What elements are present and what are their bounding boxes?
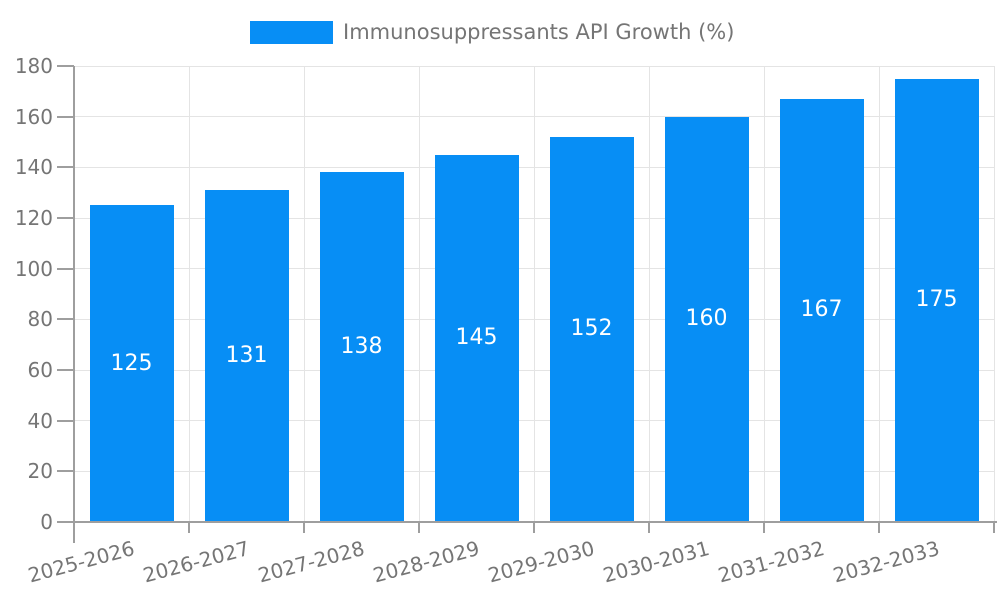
x-axis-tick (993, 522, 995, 533)
x-axis-tick-label: 2028-2029 (370, 536, 483, 588)
legend-swatch (250, 20, 333, 44)
y-axis-tick (57, 217, 74, 219)
x-axis-tick-label: 2025-2026 (25, 536, 138, 588)
bar (894, 78, 979, 522)
bar (319, 172, 404, 522)
x-gridline (418, 66, 420, 522)
bar (779, 98, 864, 522)
y-axis-line (73, 66, 75, 543)
x-gridline (763, 66, 765, 522)
x-axis-tick-label: 2031-2032 (715, 536, 828, 588)
bar-value-label: 152 (570, 316, 613, 342)
x-axis-tick-label: 2029-2030 (485, 536, 598, 588)
bar (204, 190, 289, 522)
x-axis-tick (188, 522, 190, 533)
y-axis-tick (57, 65, 74, 67)
bar-value-label: 175 (915, 287, 958, 313)
y-axis-tick (57, 521, 74, 523)
bar (434, 154, 519, 522)
bar (664, 116, 749, 522)
x-gridline (188, 66, 190, 522)
y-axis-tick-label: 20 (27, 459, 53, 484)
x-axis-tick-label: 2027-2028 (255, 536, 368, 588)
bar-value-label: 125 (110, 350, 153, 376)
bar-value-label: 131 (225, 343, 268, 369)
x-axis-tick (303, 522, 305, 533)
x-axis-line (74, 521, 997, 523)
y-axis-tick-label: 100 (14, 256, 53, 281)
y-axis-tick-label: 60 (27, 358, 53, 382)
legend-item[interactable]: Immunosuppressants API Growth (%) (250, 20, 734, 44)
x-axis-tick-label: 2026-2027 (140, 536, 253, 588)
x-gridline (648, 66, 650, 522)
y-axis-tick (57, 267, 74, 270)
x-gridline (878, 66, 880, 522)
y-axis-tick (57, 470, 74, 473)
x-axis-tick (418, 522, 420, 533)
x-axis-tick (648, 522, 650, 533)
x-axis-tick-label: 2032-2033 (830, 536, 943, 588)
y-axis-tick-label: 0 (40, 510, 53, 534)
y-axis-tick (57, 369, 74, 371)
legend-label: Immunosuppressants API Growth (%) (343, 20, 735, 44)
bar-value-label: 138 (340, 334, 383, 360)
y-axis-tick-label: 180 (14, 54, 53, 78)
x-axis-tick (533, 522, 535, 533)
x-axis-tick (763, 522, 765, 533)
y-axis-tick-label: 140 (14, 155, 53, 180)
y-axis-tick-label: 80 (27, 307, 53, 332)
x-axis-tick (878, 522, 880, 533)
y-axis-tick (57, 419, 74, 422)
y-axis-tick (57, 166, 74, 169)
bar (89, 205, 174, 522)
y-axis-tick-label: 120 (14, 206, 53, 230)
x-gridline (993, 66, 995, 522)
y-axis-tick (57, 115, 74, 118)
y-axis-tick (57, 318, 74, 321)
bar-value-label: 145 (455, 325, 498, 351)
bar-value-label: 160 (685, 306, 728, 332)
y-axis-tick-label: 40 (27, 408, 53, 433)
bar-value-label: 167 (800, 297, 843, 323)
x-gridline (533, 66, 535, 522)
x-gridline (303, 66, 305, 522)
x-axis-tick-label: 2030-2031 (600, 536, 713, 588)
y-axis-tick-label: 160 (14, 104, 53, 129)
bar (549, 136, 634, 522)
